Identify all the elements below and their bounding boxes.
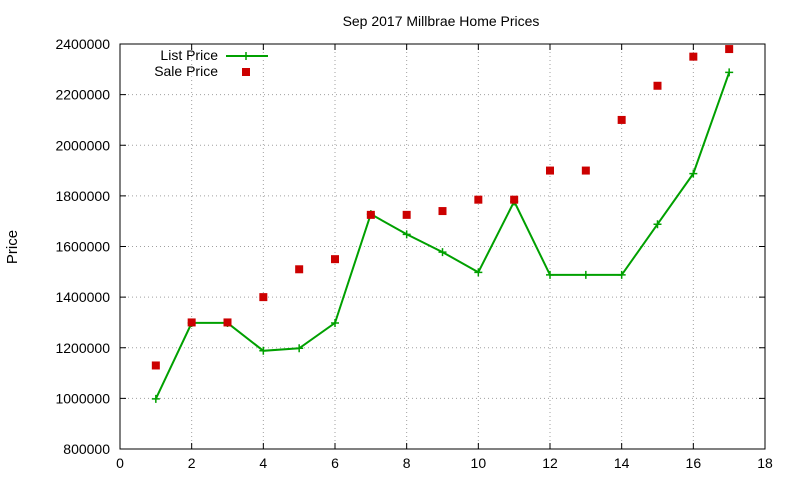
sale-price-point: [581, 166, 590, 175]
x-tick-label: 16: [686, 455, 702, 471]
legend-label-sale-price: Sale Price: [154, 63, 218, 79]
sale-price-point: [187, 318, 196, 327]
y-tick-label: 1200000: [55, 340, 110, 356]
sale-price-point: [366, 210, 375, 219]
series: [151, 45, 734, 403]
legend-marker-sale-price: [242, 68, 250, 76]
x-tick-label: 12: [542, 455, 558, 471]
y-tick-label: 800000: [63, 441, 110, 457]
sale-price-point: [474, 195, 483, 204]
x-tick-label: 2: [188, 455, 196, 471]
list-price-point: [402, 230, 411, 239]
sale-price-point: [510, 195, 519, 204]
sale-price-point: [546, 166, 554, 175]
list-price-point: [581, 270, 590, 279]
list-price-point: [725, 68, 734, 77]
x-tick-label: 4: [259, 455, 267, 471]
chart-title: Sep 2017 Millbrae Home Prices: [343, 13, 540, 29]
x-tick-label: 10: [471, 455, 487, 471]
x-tick-label: 18: [757, 455, 773, 471]
list-price-point: [689, 169, 698, 178]
list-price-point: [331, 318, 339, 327]
grid: [120, 44, 765, 449]
sale-price-point: [259, 293, 268, 302]
y-tick-label: 1000000: [55, 390, 110, 406]
sale-price-point: [223, 318, 232, 327]
sale-price-point: [617, 115, 626, 124]
y-tick-label: 2400000: [55, 36, 110, 52]
y-tick-label: 1800000: [55, 188, 110, 204]
sale-price-point: [331, 255, 339, 264]
y-axis-label: Price: [4, 230, 21, 264]
x-tick-label: 8: [403, 455, 411, 471]
sale-price-point: [725, 45, 734, 54]
list-price-line: [154, 71, 731, 400]
sale-price-point: [438, 207, 447, 216]
list-price-point: [546, 270, 554, 279]
list-price-point: [474, 268, 483, 277]
list-price-point: [438, 248, 447, 257]
sale-price-point: [151, 361, 160, 370]
sale-price-point: [295, 265, 304, 274]
list-price-point: [259, 346, 268, 355]
legend-label-list-price: List Price: [160, 47, 218, 63]
y-tick-label: 2200000: [55, 87, 110, 103]
y-tick-label: 1600000: [55, 239, 110, 255]
sale-price-point: [653, 81, 662, 90]
list-price-point: [295, 344, 304, 353]
y-tick-label: 1400000: [55, 289, 110, 305]
sale-price-point: [689, 52, 698, 61]
axis-ticks: 800000 1000000 1200000 1400000 1600000 180000…: [55, 36, 773, 471]
list-price-point: [617, 270, 626, 279]
list-price-point: [653, 220, 662, 229]
x-tick-label: 14: [614, 455, 630, 471]
legend: List Price Sale Price: [154, 47, 268, 79]
y-tick-label: 2000000: [55, 137, 110, 153]
plot-frame: [119, 43, 766, 450]
list-price-point: [151, 394, 160, 403]
legend-marker-list-price: [242, 52, 250, 60]
x-tick-label: 6: [331, 455, 339, 471]
x-tick-label: 0: [116, 455, 124, 471]
sale-price-point: [402, 210, 411, 219]
